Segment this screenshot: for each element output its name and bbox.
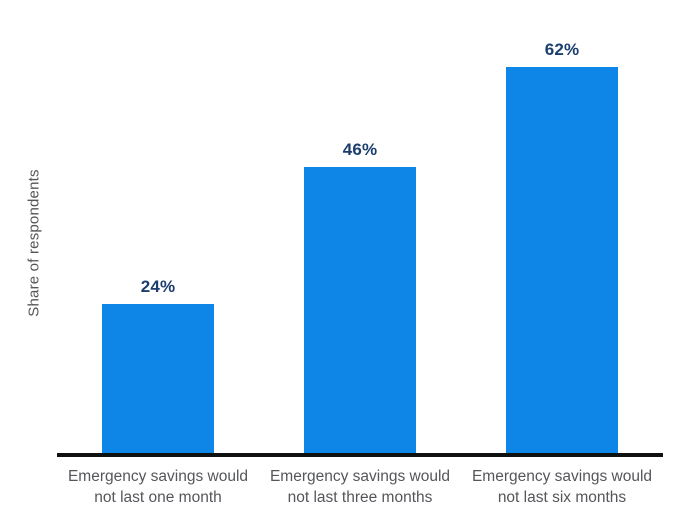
- y-axis-title: Share of respondents: [25, 169, 43, 317]
- x-axis-labels: Emergency savings would not last one mont…: [57, 466, 663, 508]
- bar: [506, 67, 618, 453]
- bar-group: 62%: [461, 40, 663, 453]
- bar-group: 46%: [259, 140, 461, 453]
- plot-area: 24% 46% 62%: [57, 0, 663, 453]
- bar-value-label: 24%: [140, 277, 176, 296]
- x-axis-label-line: not last one month: [94, 489, 222, 506]
- x-axis-label-line: not last six months: [497, 489, 627, 506]
- bar-value-label: 62%: [544, 40, 580, 59]
- x-axis-label-line: not last three months: [287, 489, 433, 506]
- x-axis-label: Emergency savings would not last six mont…: [461, 466, 663, 508]
- x-axis-label-line: Emergency savings would: [269, 468, 451, 485]
- x-axis-line: [57, 453, 663, 457]
- x-axis-label: Emergency savings would not last one mont…: [57, 466, 259, 508]
- bar-group: 24%: [57, 277, 259, 453]
- bar-value-label: 46%: [342, 140, 378, 159]
- bar: [102, 304, 214, 453]
- x-axis-label: Emergency savings would not last three mo…: [259, 466, 461, 508]
- bar: [304, 167, 416, 453]
- x-axis-label-line: Emergency savings would: [471, 468, 653, 485]
- x-axis-label-line: Emergency savings would: [67, 468, 249, 485]
